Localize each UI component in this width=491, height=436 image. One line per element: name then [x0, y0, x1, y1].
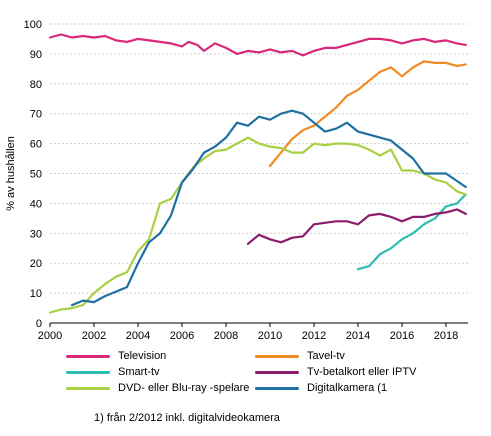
legend-label: DVD- eller Blu-ray -spelare — [118, 382, 250, 394]
legend-item: Television — [66, 350, 166, 362]
x-tick-label: 2016 — [390, 330, 414, 342]
y-tick-label: 40 — [30, 198, 42, 210]
footnote: 1) från 2/2012 inkl. digitalvideokamera — [94, 412, 280, 424]
x-tick-labels: 2000 2002 2004 2006 2008 2010 2012 2014 2016 2018 — [38, 330, 458, 342]
legend-item: Digitalkamera (1 — [255, 382, 387, 394]
y-tick-label: 80 — [30, 79, 42, 91]
y-tick-label: 10 — [30, 288, 42, 300]
legend-item: Tv-betalkort eller IPTV — [255, 366, 416, 378]
y-tick-label: 0 — [36, 318, 42, 330]
legend-item: Tavel-tv — [255, 350, 345, 362]
y-tick-label: 30 — [30, 228, 42, 240]
legend-swatch — [66, 354, 110, 358]
legend-item: Smart-tv — [66, 366, 160, 378]
x-tick-label: 2004 — [126, 330, 150, 342]
series-line — [356, 193, 467, 271]
y-tick-label: 90 — [30, 49, 42, 61]
x-tick-label: 2014 — [346, 330, 370, 342]
x-tick-label: 2012 — [302, 330, 326, 342]
legend-swatch — [255, 354, 299, 358]
x-tick-label: 2002 — [82, 330, 106, 342]
series-line — [246, 208, 467, 245]
legend-swatch — [66, 386, 110, 390]
axes — [49, 322, 468, 327]
series-line — [268, 60, 467, 168]
legend-label: Tv-betalkort eller IPTV — [307, 366, 417, 378]
series-lines — [48, 33, 467, 314]
legend-label: Digitalkamera (1 — [307, 382, 388, 394]
gridlines — [50, 23, 468, 294]
y-tick-label: 20 — [30, 258, 42, 270]
legend-label: Television — [118, 350, 167, 362]
y-tick-label: 60 — [30, 139, 42, 151]
x-tick-label: 2000 — [38, 330, 62, 342]
series-line — [48, 136, 467, 314]
series-line — [70, 109, 467, 307]
y-tick-label: 100 — [24, 19, 42, 31]
x-tick-label: 2010 — [258, 330, 282, 342]
x-tick-label: 2006 — [170, 330, 194, 342]
y-tick-label: 50 — [30, 169, 42, 181]
legend-swatch — [255, 370, 299, 374]
y-tick-labels: 0 10 20 30 40 50 60 70 80 90 100 — [24, 19, 42, 330]
legend-label: Tavel-tv — [307, 350, 345, 362]
x-tick-label: 2018 — [434, 330, 458, 342]
y-tick-label: 70 — [30, 109, 42, 121]
y-axis-label: % av hushållen — [5, 136, 17, 211]
legend-item: DVD- eller Blu-ray -spelare — [66, 382, 249, 394]
legend-swatch — [66, 370, 110, 374]
legend-swatch — [255, 386, 299, 390]
series-line — [48, 33, 467, 57]
legend-label: Smart-tv — [118, 366, 160, 378]
x-tick-label: 2008 — [214, 330, 238, 342]
